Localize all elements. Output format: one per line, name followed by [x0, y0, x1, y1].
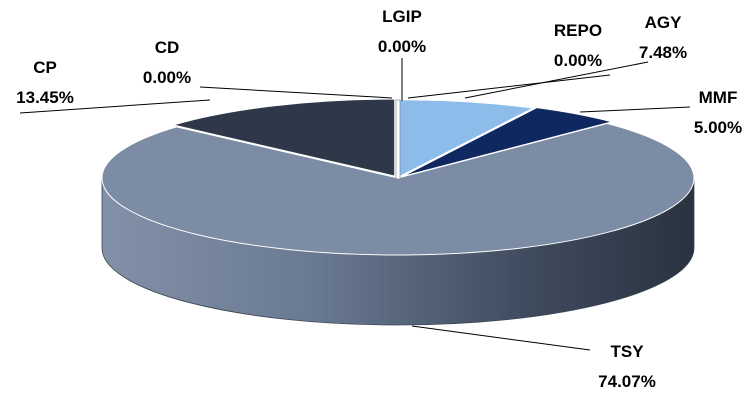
leader-line-agy: [464, 61, 649, 99]
leader-line-repo: [407, 74, 611, 99]
leader-line-mmf: [579, 106, 691, 113]
slice-value-agy: 7.48%: [639, 43, 687, 62]
slice-value-cp: 13.45%: [16, 88, 74, 107]
slice-tsy: [101, 122, 695, 256]
leader-line-tsy: [411, 325, 591, 351]
leader-line-cd: [199, 86, 393, 99]
slice-name-lgip: LGIP: [382, 7, 422, 26]
slice-lgip-marker: [395, 99, 401, 180]
slice-value-cd: 0.00%: [143, 68, 191, 87]
slice-mmf: [402, 107, 614, 177]
leader-line-cp: [19, 99, 211, 114]
slice-value-repo: 0.00%: [554, 51, 602, 70]
leader-lines-group: [19, 58, 691, 351]
slice-name-cd: CD: [155, 38, 180, 57]
slice-cp: [171, 98, 396, 177]
slice-name-repo: REPO: [554, 21, 602, 40]
slice-agy: [398, 99, 535, 178]
slice-value-tsy: 74.07%: [598, 372, 656, 390]
pie-top-group: [101, 98, 695, 256]
slice-value-mmf: 5.00%: [694, 118, 742, 137]
slice-name-agy: AGY: [645, 13, 683, 32]
slice-name-cp: CP: [33, 58, 57, 77]
slice-value-lgip: 0.00%: [378, 37, 426, 56]
slice-name-tsy: TSY: [610, 342, 644, 361]
labels-group: LGIP 0.00% REPO 0.00% AGY 7.48% MMF 5.00% TSY 74.…: [16, 7, 742, 391]
slice-name-mmf: MMF: [699, 88, 738, 107]
